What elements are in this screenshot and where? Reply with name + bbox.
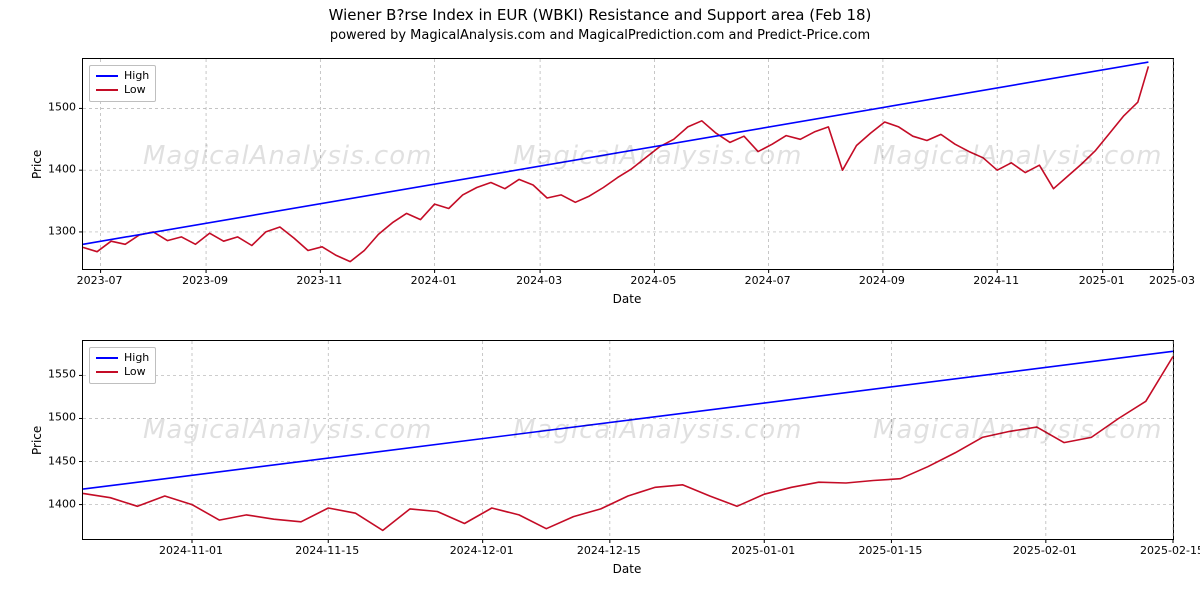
y-tick-label: 1300 [44, 224, 76, 237]
legend: HighLow [89, 65, 156, 102]
x-tick-label: 2025-01-01 [731, 544, 795, 557]
chart-panel-top: MagicalAnalysis.com MagicalAnalysis.com … [82, 58, 1174, 270]
legend-item: High [96, 69, 149, 83]
y-tick-label: 1400 [44, 163, 76, 176]
legend-label: High [124, 351, 149, 365]
legend-item: High [96, 351, 149, 365]
x-tick-label: 2023-09 [182, 274, 228, 287]
figure: Wiener B?rse Index in EUR (WBKI) Resista… [0, 0, 1200, 600]
x-tick-label: 2024-12-01 [450, 544, 514, 557]
legend: HighLow [89, 347, 156, 384]
x-axis-label-top: Date [82, 292, 1172, 306]
chart-plot-bottom [83, 341, 1173, 539]
legend-swatch [96, 357, 118, 359]
series-line [83, 62, 1148, 244]
x-tick-label: 2025-01 [1079, 274, 1125, 287]
x-tick-label: 2024-01 [411, 274, 457, 287]
x-tick-label: 2024-05 [630, 274, 676, 287]
legend-label: High [124, 69, 149, 83]
chart-subtitle: powered by MagicalAnalysis.com and Magic… [0, 28, 1200, 43]
series-line [83, 351, 1173, 489]
x-tick-label: 2025-03 [1149, 274, 1195, 287]
x-tick-label: 2025-02-15 [1140, 544, 1200, 557]
x-tick-label: 2024-11-01 [159, 544, 223, 557]
y-tick-label: 1500 [44, 101, 76, 114]
legend-item: Low [96, 365, 149, 379]
x-tick-label: 2024-11-15 [295, 544, 359, 557]
y-tick-label: 1450 [44, 454, 76, 467]
y-axis-label-top: Price [30, 150, 44, 179]
x-tick-label: 2023-11 [296, 274, 342, 287]
legend-swatch [96, 75, 118, 77]
legend-label: Low [124, 83, 146, 97]
y-tick-label: 1550 [44, 368, 76, 381]
x-tick-label: 2024-09 [859, 274, 905, 287]
series-line [83, 66, 1148, 261]
x-tick-label: 2024-11 [973, 274, 1019, 287]
chart-title: Wiener B?rse Index in EUR (WBKI) Resista… [0, 6, 1200, 24]
x-tick-label: 2024-12-15 [577, 544, 641, 557]
y-axis-label-bottom: Price [30, 426, 44, 455]
legend-item: Low [96, 83, 149, 97]
y-tick-label: 1500 [44, 411, 76, 424]
x-tick-label: 2024-07 [745, 274, 791, 287]
chart-panel-bottom: MagicalAnalysis.com MagicalAnalysis.com … [82, 340, 1174, 540]
x-tick-label: 2024-03 [516, 274, 562, 287]
legend-label: Low [124, 365, 146, 379]
legend-swatch [96, 89, 118, 91]
chart-plot-top [83, 59, 1173, 269]
y-tick-label: 1400 [44, 497, 76, 510]
x-tick-label: 2025-01-15 [858, 544, 922, 557]
x-axis-label-bottom: Date [82, 562, 1172, 576]
x-tick-label: 2023-07 [77, 274, 123, 287]
x-tick-label: 2025-02-01 [1013, 544, 1077, 557]
legend-swatch [96, 371, 118, 373]
